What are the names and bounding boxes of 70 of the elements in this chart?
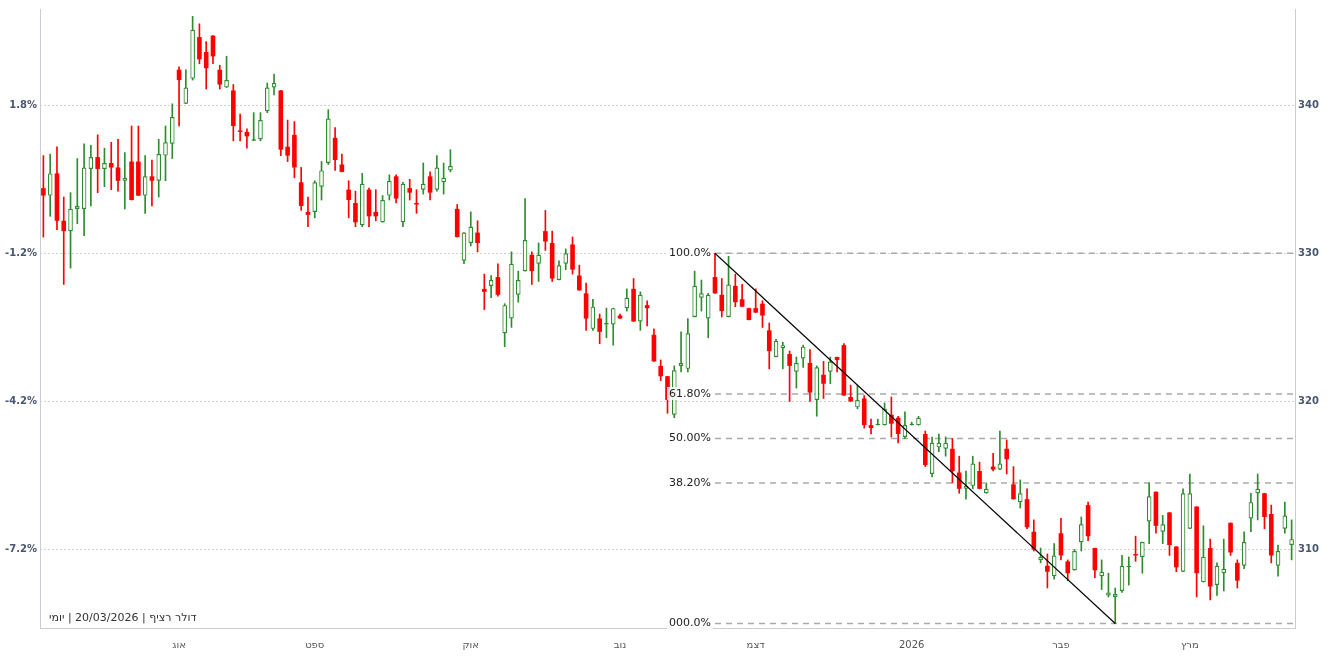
candlestick bbox=[855, 384, 860, 410]
candlestick bbox=[509, 251, 514, 328]
candlestick bbox=[149, 159, 155, 207]
candlestick bbox=[916, 415, 921, 426]
y-tick-label: 340 bbox=[1298, 98, 1319, 110]
candlestick bbox=[502, 303, 507, 347]
y-tick-label: 330 bbox=[1298, 246, 1319, 258]
candlestick bbox=[610, 307, 616, 346]
x-tick-label: ספט bbox=[305, 638, 325, 650]
candlestick bbox=[963, 470, 969, 500]
x-tick-label: אוק bbox=[462, 638, 480, 650]
candlestick bbox=[61, 196, 67, 285]
candlestick bbox=[726, 255, 731, 318]
candlestick bbox=[536, 242, 541, 282]
candlestick bbox=[1160, 515, 1166, 544]
candlestick bbox=[943, 436, 948, 457]
candlestick bbox=[258, 112, 263, 142]
candlestick bbox=[1112, 587, 1118, 624]
y-tick-label: 320 bbox=[1298, 395, 1319, 407]
candlestick bbox=[678, 331, 684, 373]
annotation: 50.00% bbox=[669, 431, 711, 445]
candlestick bbox=[237, 113, 243, 142]
candlestick bbox=[814, 365, 820, 417]
x-tick-label: נוב bbox=[613, 638, 627, 650]
annotation: 61.80% bbox=[669, 386, 711, 400]
y-tick-label: 310 bbox=[1298, 543, 1319, 555]
candlestick bbox=[169, 103, 175, 159]
x-tick-label: אוג bbox=[172, 638, 186, 650]
candlestick bbox=[468, 211, 474, 247]
candlestick bbox=[380, 195, 385, 223]
y2-tick-label: -1.2% bbox=[5, 246, 37, 258]
x-tick-label: מרץ bbox=[1180, 638, 1199, 650]
candlestick bbox=[359, 173, 365, 228]
candlestick bbox=[794, 356, 799, 389]
candlestick bbox=[1201, 525, 1206, 583]
candlestick bbox=[102, 147, 107, 188]
candlestick bbox=[1140, 541, 1145, 574]
candlestick bbox=[224, 56, 229, 88]
candlestick bbox=[882, 402, 887, 426]
annotation: 000.0% bbox=[669, 616, 711, 630]
candlestick bbox=[1038, 547, 1043, 564]
candlestick bbox=[163, 125, 168, 182]
y2-tick-label: -7.2% bbox=[5, 543, 37, 555]
candlestick bbox=[88, 144, 94, 207]
candlestick bbox=[1072, 549, 1077, 571]
x-tick-label: דצמ bbox=[746, 638, 766, 650]
candlestick bbox=[319, 161, 324, 201]
candlestick bbox=[970, 455, 976, 490]
x-tick-label: פבר bbox=[1052, 638, 1070, 650]
candlestick bbox=[108, 141, 114, 190]
candlestick bbox=[1017, 479, 1023, 509]
candlestick bbox=[156, 138, 162, 198]
annotation: 38.20% bbox=[669, 475, 711, 489]
annotation: 100.0% bbox=[669, 246, 711, 260]
candlestick bbox=[68, 192, 73, 269]
x-tick-label: 2026 bbox=[898, 638, 925, 650]
candlestick bbox=[780, 341, 786, 370]
annotation: דולר רציף | 20/03/2026 | יומי bbox=[49, 611, 197, 625]
candlestick bbox=[692, 270, 697, 318]
y2-tick-label: -4.2% bbox=[5, 395, 37, 407]
candlestick bbox=[1289, 519, 1294, 561]
candlestick bbox=[75, 158, 80, 225]
y2-tick-label: 1.8% bbox=[9, 98, 37, 110]
candlestick bbox=[122, 152, 128, 210]
candlestick bbox=[699, 279, 704, 312]
candlestick bbox=[373, 189, 379, 222]
candlestick bbox=[448, 149, 453, 173]
candlestick bbox=[515, 270, 521, 303]
candlestick bbox=[326, 109, 331, 165]
candlestick bbox=[312, 180, 318, 219]
